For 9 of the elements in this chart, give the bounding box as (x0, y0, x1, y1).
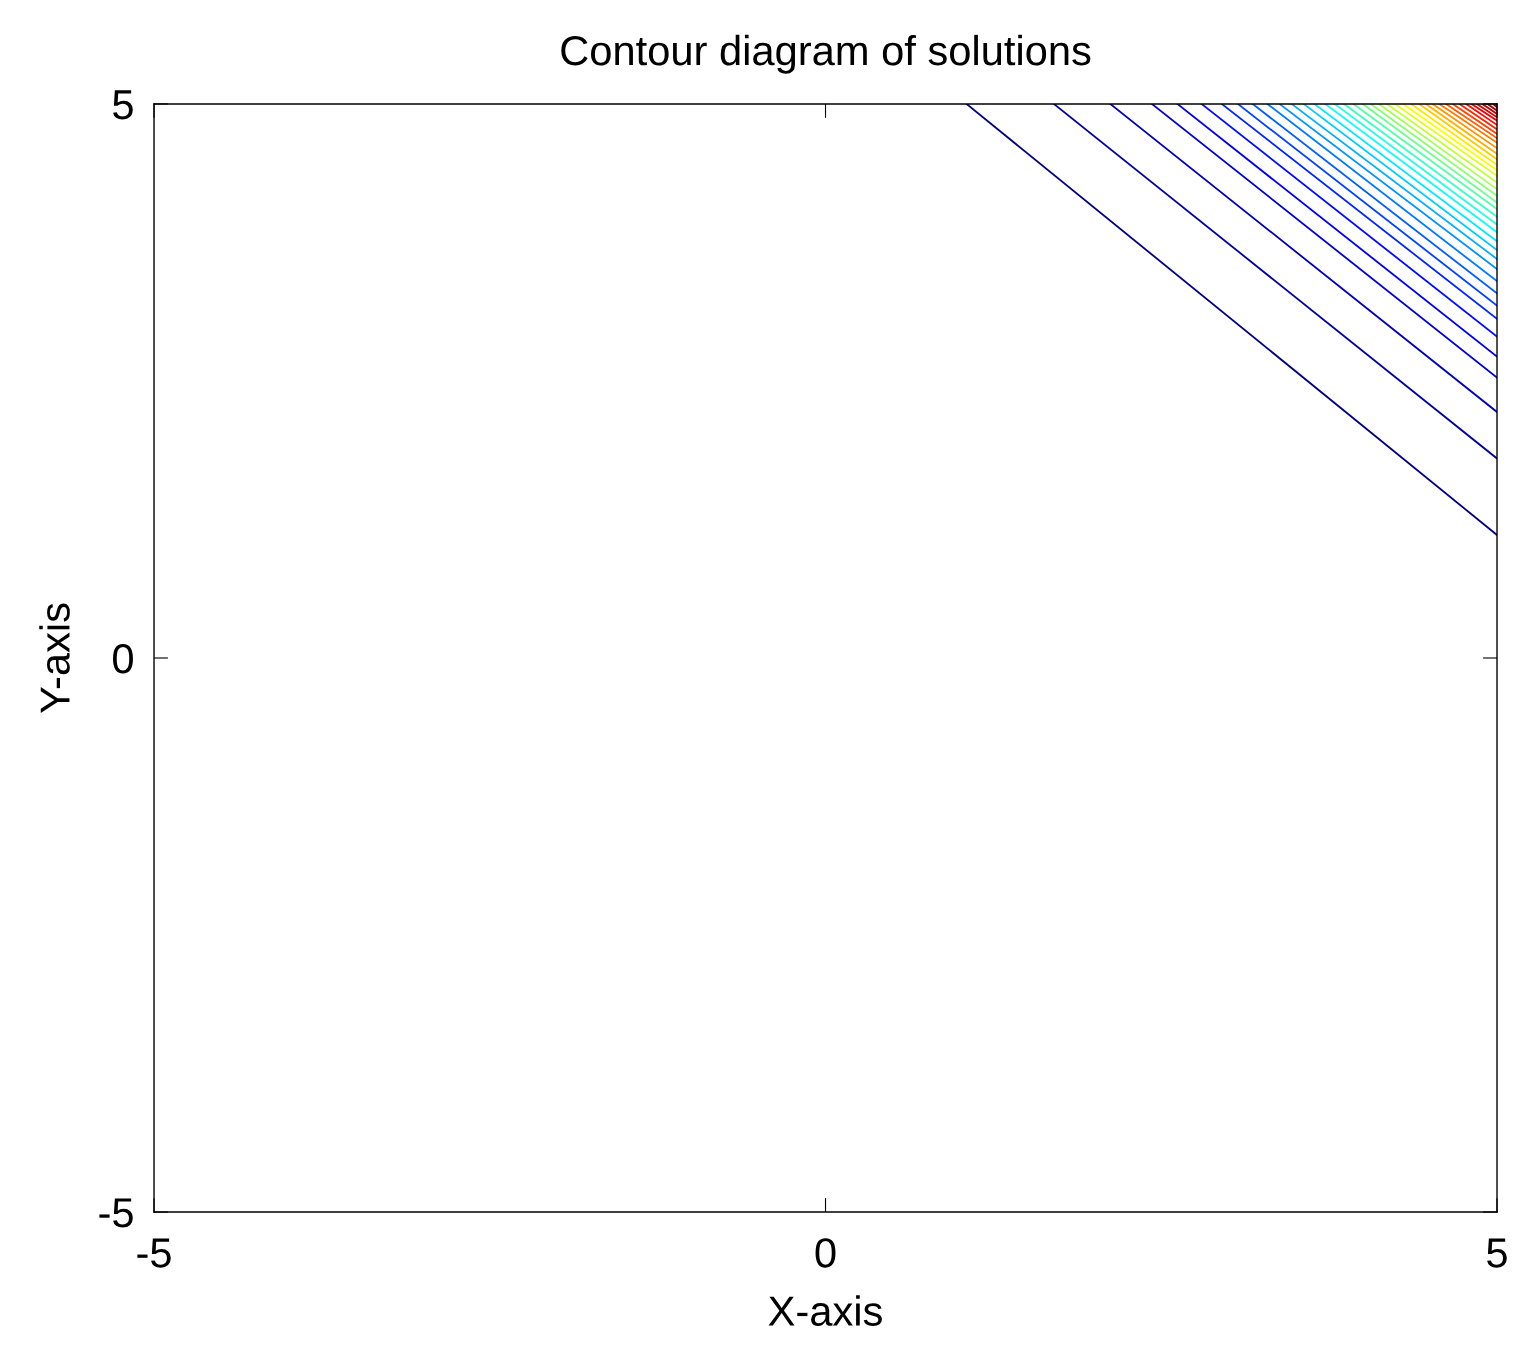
y-tick-label: 5 (113, 90, 133, 120)
y-tick-label: 0 (113, 644, 133, 674)
x-tick-label: -5 (137, 1238, 171, 1268)
x-tick-label: 5 (1487, 1238, 1507, 1268)
y-tick-label: -5 (99, 1198, 133, 1228)
x-axis-title: X-axis (768, 1295, 882, 1326)
chart-title: Contour diagram of solutions (561, 34, 1091, 74)
x-tick-label: 0 (815, 1238, 836, 1268)
y-axis-title: Y-axis (39, 603, 70, 714)
